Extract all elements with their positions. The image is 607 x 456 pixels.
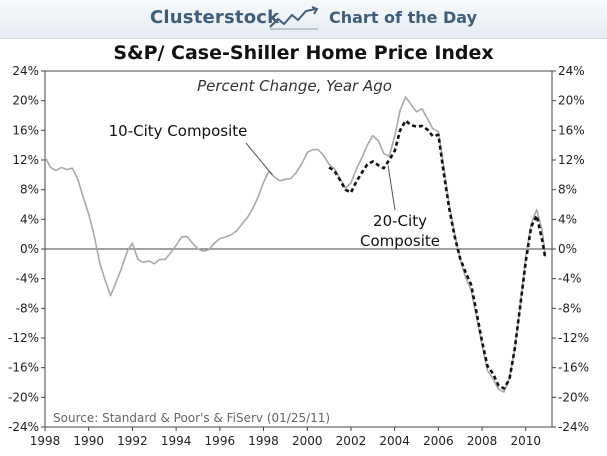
y-left-tick-label: -8% xyxy=(16,301,39,315)
section-name: Chart of the Day xyxy=(329,8,478,27)
x-tick-label: 2008 xyxy=(467,434,498,448)
x-tick-label: 1992 xyxy=(117,434,148,448)
y-axis-right: -24% -20% -16% -12% -8% -4% 0% 4% 8% 12% 16% 20% 24% xyxy=(552,64,589,434)
x-tick-label: 1994 xyxy=(161,434,192,448)
annotations: 10-City Composite 20-City Composite xyxy=(109,122,440,250)
y-right-tick-label: 0% xyxy=(558,242,577,256)
y-left-tick-label: -4% xyxy=(16,272,39,286)
y-right-tick-label: 20% xyxy=(558,94,585,108)
y-left-tick-label: 8% xyxy=(20,183,39,197)
chart-title: S&P/ Case-Shiller Home Price Index xyxy=(113,42,494,64)
y-left-tick-label: 4% xyxy=(20,212,39,226)
source-note: Source: Standard & Poor's & FiServ (01/2… xyxy=(53,411,330,425)
y-left-tick-label: 0% xyxy=(20,242,39,256)
y-right-tick-label: -8% xyxy=(558,301,581,315)
y-left-tick-label: -24% xyxy=(8,420,39,434)
rising-line-chart-icon xyxy=(269,6,319,30)
series-layer xyxy=(44,96,547,393)
x-tick-label: 1996 xyxy=(205,434,236,448)
annotation-20-city-line1: 20-City xyxy=(373,212,427,230)
y-right-tick-label: -16% xyxy=(558,361,589,375)
y-right-tick-label: -20% xyxy=(558,390,589,404)
x-tick-label: 2002 xyxy=(336,434,367,448)
chart-subtitle: Percent Change, Year Ago xyxy=(197,77,392,95)
x-tick-label: 1998 xyxy=(248,434,279,448)
annotation-leader-20-city xyxy=(387,165,396,211)
y-right-tick-label: 4% xyxy=(558,212,577,226)
x-tick-label: 2006 xyxy=(423,434,454,448)
y-left-tick-label: -16% xyxy=(8,361,39,375)
annotation-20-city-line2: Composite xyxy=(360,232,440,250)
y-left-tick-label: 12% xyxy=(12,153,39,167)
brand-name: Clusterstock xyxy=(150,7,280,28)
y-right-tick-label: -12% xyxy=(558,331,589,345)
y-axis-left: -24% -20% -16% -12% -8% -4% 0% 4% 8% 12% 16% 20% 24% xyxy=(8,64,45,434)
y-right-tick-label: 8% xyxy=(558,183,577,197)
x-tick-label: 2010 xyxy=(511,434,542,448)
annotation-leader-10-city xyxy=(245,142,273,176)
x-tick-label: 1990 xyxy=(73,434,104,448)
y-right-tick-label: 12% xyxy=(558,153,585,167)
series-line-10-city-composite xyxy=(44,96,547,393)
x-tick-label: 1998 xyxy=(30,434,61,448)
annotation-10-city: 10-City Composite xyxy=(109,122,248,140)
x-tick-label: 2000 xyxy=(292,434,323,448)
y-left-tick-label: -12% xyxy=(8,331,39,345)
y-right-tick-label: 16% xyxy=(558,123,585,137)
y-left-tick-label: 24% xyxy=(12,64,39,78)
y-right-tick-label: 24% xyxy=(558,64,585,78)
y-left-tick-label: 16% xyxy=(12,123,39,137)
chart-of-the-day-banner: Clusterstock Chart of the Day xyxy=(0,0,607,39)
x-axis: 1998 1990 1992 1994 1996 1998 2000 2002 2004 2006… xyxy=(30,427,541,448)
y-left-tick-label: 20% xyxy=(12,94,39,108)
y-right-tick-label: -24% xyxy=(558,420,589,434)
x-tick-label: 2004 xyxy=(379,434,410,448)
y-right-tick-label: -4% xyxy=(558,272,581,286)
y-left-tick-label: -20% xyxy=(8,390,39,404)
series-line-20-city-composite xyxy=(328,119,547,390)
